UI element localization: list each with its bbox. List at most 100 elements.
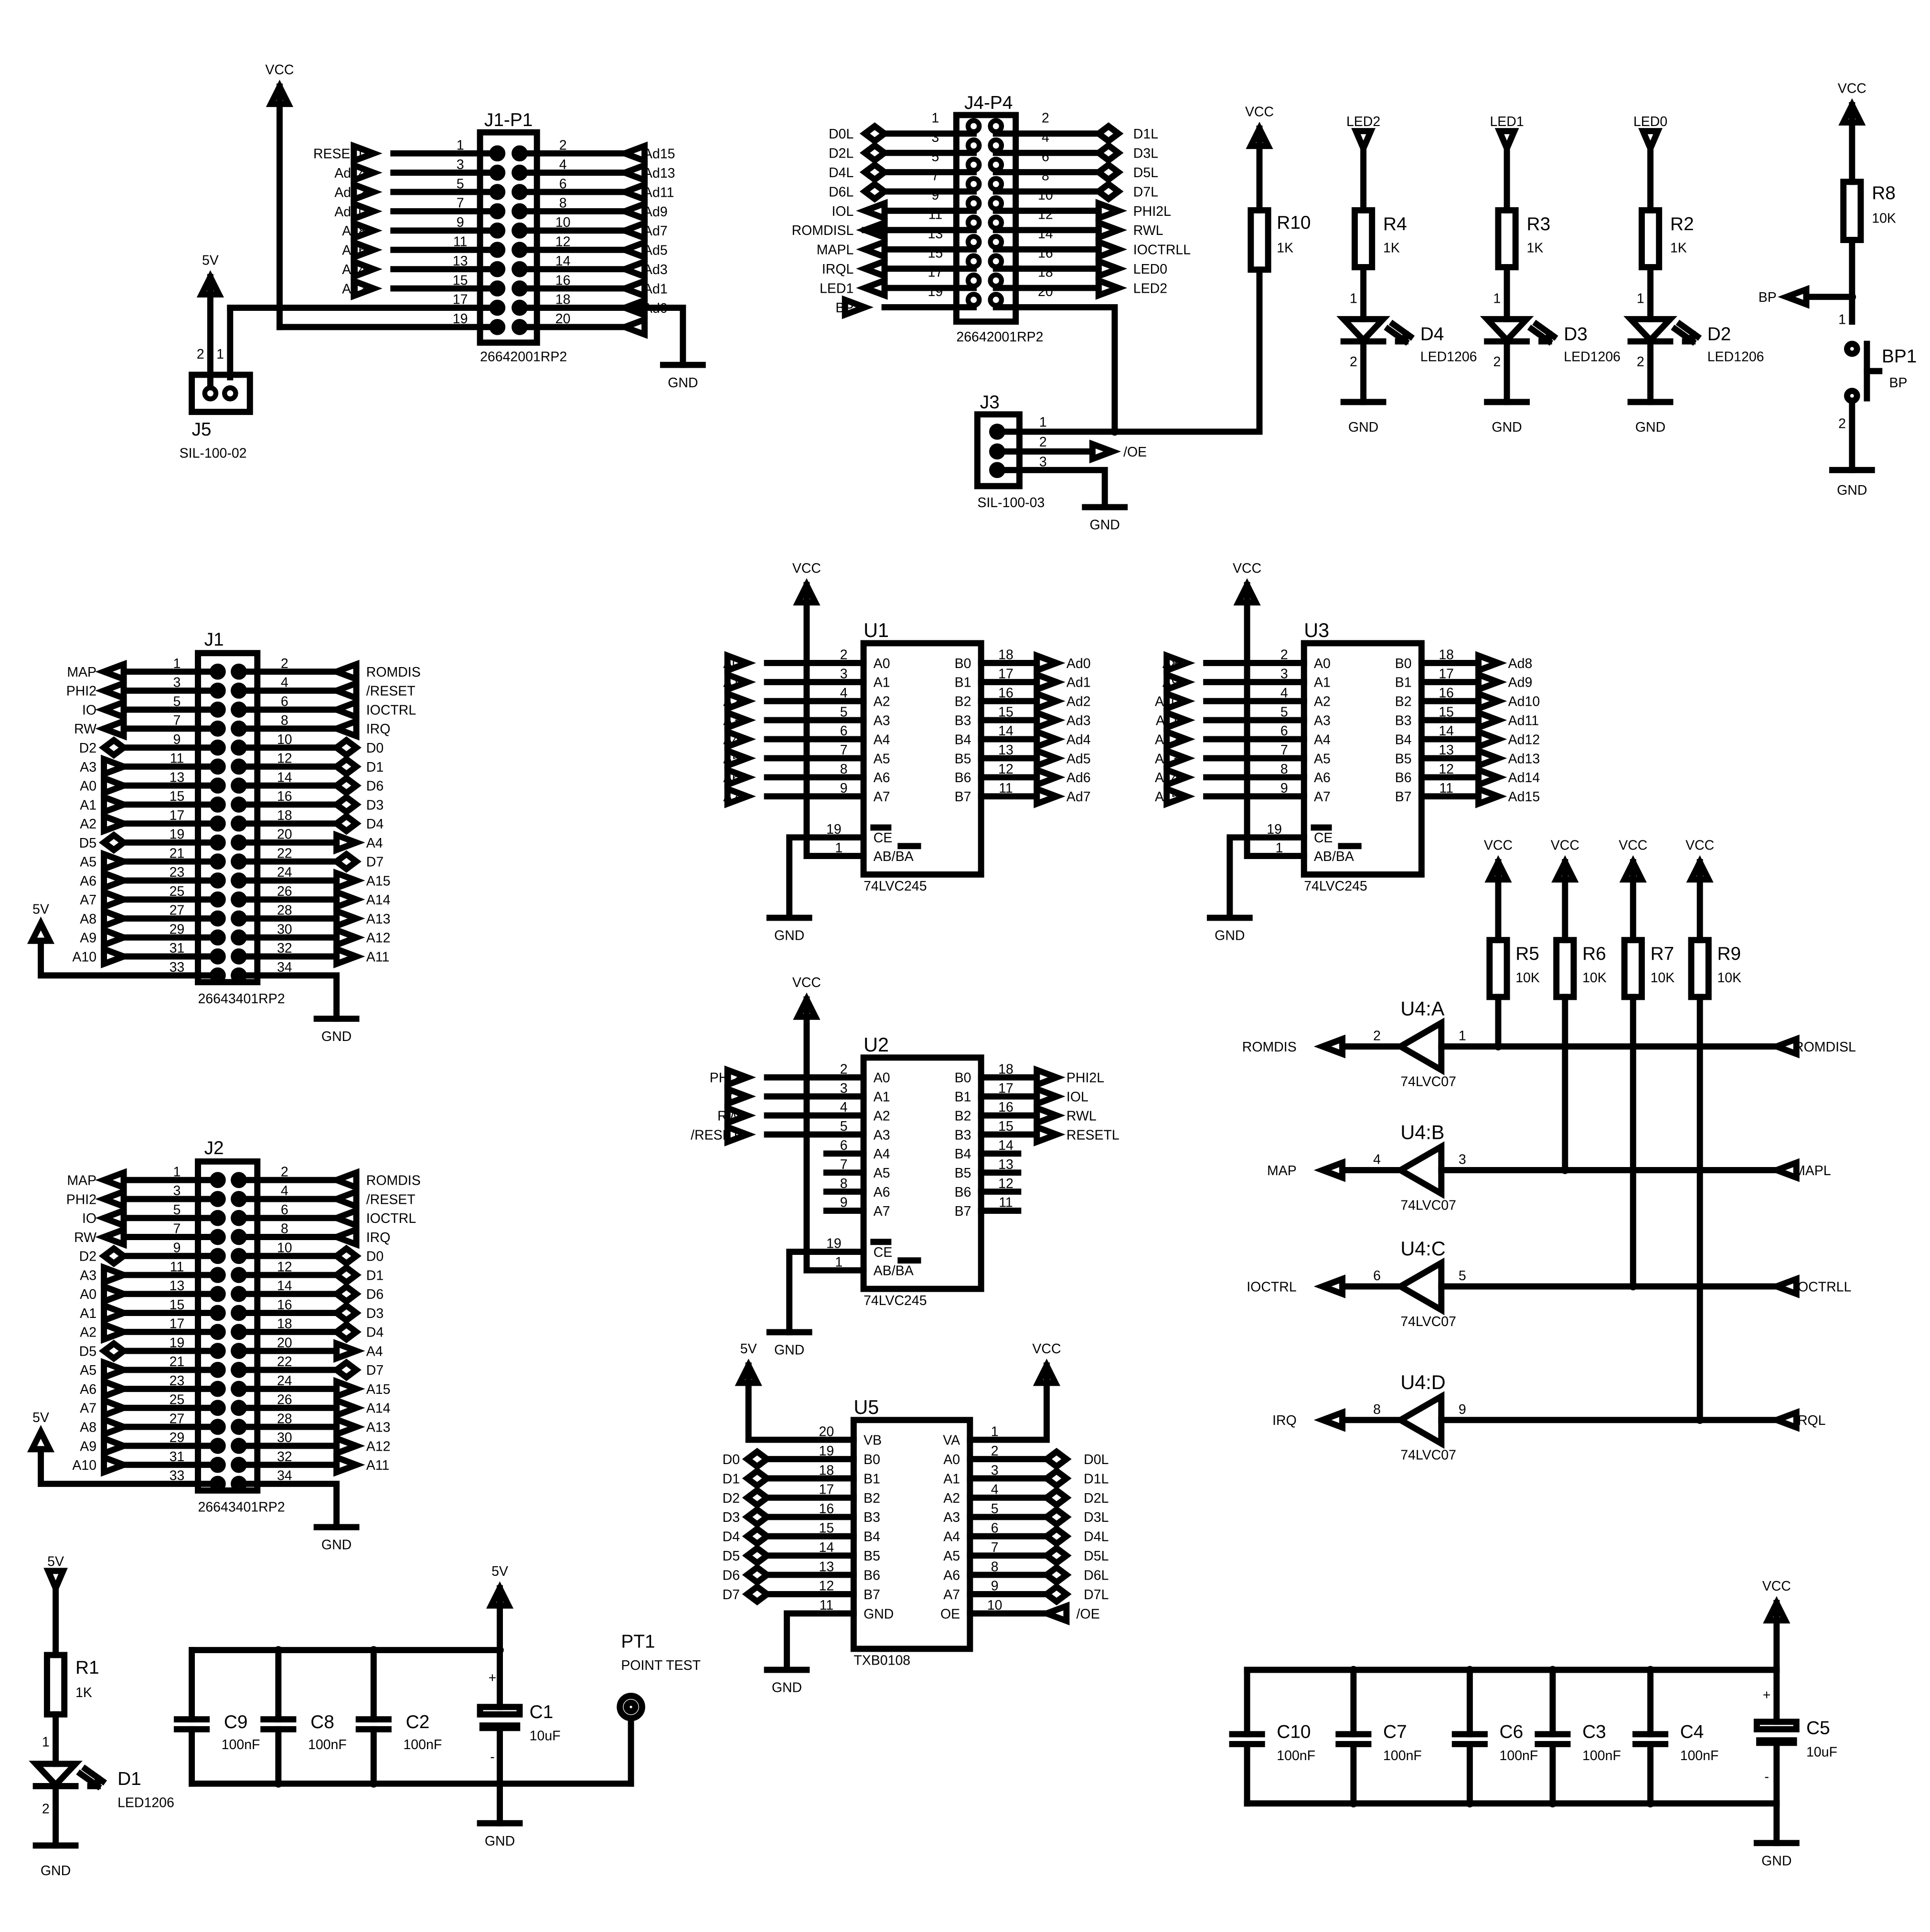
pin-number: 5 (457, 176, 464, 191)
resistor-value: 1K (1527, 240, 1544, 255)
net-flag (1034, 746, 1066, 770)
pin-name: A4 (874, 1146, 890, 1162)
net-label: LED1 (820, 281, 853, 296)
net-label: LED0 (1133, 262, 1167, 277)
pin-number: 2 (1039, 435, 1047, 450)
pin-name: AB/BA (874, 849, 914, 864)
pin-number: 6 (281, 694, 288, 709)
pin-name: A3 (874, 713, 890, 728)
net-label: D6L (1084, 1568, 1109, 1583)
pin-number: 1 (835, 840, 842, 856)
net-label: D5L (1133, 165, 1158, 180)
pin-number: 2 (281, 656, 288, 671)
pin-number: 2 (1280, 648, 1288, 663)
pin-name: A2 (1314, 694, 1331, 710)
net-label: Ad2 (342, 281, 366, 297)
net-label: Ad10 (1508, 694, 1540, 710)
pin-name: B6 (864, 1568, 880, 1583)
net-flag (724, 727, 757, 751)
pin-name: B0 (1395, 656, 1412, 671)
led-rays-icon (1527, 319, 1558, 346)
net-label: A1 (80, 1306, 96, 1321)
net-label: A8 (80, 1420, 96, 1435)
gnd-label: GND (1635, 420, 1665, 435)
net-flag (724, 651, 757, 675)
net-label: MAPL (817, 243, 854, 258)
net-label: D2 (79, 741, 96, 756)
pin-name: B7 (955, 789, 971, 805)
net-flag (1163, 727, 1195, 751)
power-arrow (196, 270, 224, 297)
net-label: A5 (80, 1363, 96, 1378)
cap-plate (477, 1704, 523, 1718)
pin-number: 8 (840, 762, 848, 777)
net-label: D0L (1084, 1452, 1109, 1467)
net-flag (1034, 651, 1066, 675)
pin-number: 9 (1280, 781, 1288, 796)
pin-number: 1 (1039, 415, 1047, 430)
net-flag (1475, 746, 1507, 770)
net-label: A14 (366, 892, 391, 908)
pin-name: B1 (1395, 675, 1412, 690)
net-flag (859, 141, 890, 164)
net-label: D5L (1084, 1549, 1109, 1564)
net-label: A0 (80, 779, 96, 794)
pin-name: B5 (955, 751, 971, 766)
net-label: D0 (366, 1249, 384, 1264)
pin-number: 5 (1280, 704, 1288, 720)
pin-number: 3 (1039, 455, 1047, 470)
net-label: D7 (366, 855, 384, 870)
net-label: RWL (1066, 1108, 1097, 1124)
led-part: LED1206 (117, 1795, 174, 1811)
net-flag (101, 774, 133, 798)
net-flag (101, 1301, 133, 1325)
led-rays-icon (1384, 319, 1415, 346)
ic-ref: U2 (864, 1033, 889, 1056)
pin-name: B1 (955, 675, 971, 690)
net-flag (1041, 1486, 1072, 1509)
power-arrow (266, 79, 294, 107)
wire (745, 1380, 857, 1443)
switch-part: BP (1889, 375, 1908, 391)
header-body (194, 1158, 261, 1494)
pin-number: 12 (1038, 207, 1053, 222)
net-flag (333, 887, 365, 912)
resistor-ref: R4 (1383, 214, 1407, 234)
pin-name: A0 (1314, 656, 1331, 671)
net-flag (1313, 1408, 1346, 1432)
gate-ref: U4:B (1400, 1121, 1444, 1144)
net-label: /RESET (366, 1192, 416, 1207)
net-label: A13 (1155, 751, 1179, 766)
net-label: Ad3 (643, 262, 668, 277)
net-flag (1034, 765, 1066, 789)
net-flag (1313, 1034, 1346, 1059)
net-label: A14 (1155, 770, 1179, 786)
net-label: Ad9 (1508, 675, 1533, 690)
net-label: IO (725, 1089, 740, 1104)
net-label: A2 (80, 817, 96, 832)
connector-pin (988, 234, 1004, 250)
power-arrow (735, 1359, 762, 1386)
net-label: PHI2 (66, 1192, 96, 1207)
net-flag (1163, 746, 1195, 770)
cap-ref: C8 (310, 1712, 334, 1732)
pin-number: 15 (928, 245, 943, 261)
junction-dot (370, 1646, 378, 1654)
header-body (194, 650, 261, 986)
net-label: 5V (47, 1554, 64, 1569)
resistor-ref: R2 (1670, 214, 1694, 234)
pin-number: 6 (1042, 149, 1049, 164)
junction-dot (274, 1646, 283, 1654)
pin-number: 4 (991, 1482, 999, 1497)
test-point-part: POINT TEST (621, 1658, 701, 1673)
gnd-label: GND (1348, 420, 1378, 435)
led-icon (1623, 316, 1678, 345)
connector-pin (988, 253, 1004, 269)
net-flag (331, 793, 362, 816)
net-flag (331, 736, 362, 759)
pin-number: 9 (991, 1579, 999, 1594)
net-label: Ad4 (1066, 732, 1091, 747)
pin-name: B4 (864, 1529, 880, 1545)
net-flag (95, 659, 127, 684)
